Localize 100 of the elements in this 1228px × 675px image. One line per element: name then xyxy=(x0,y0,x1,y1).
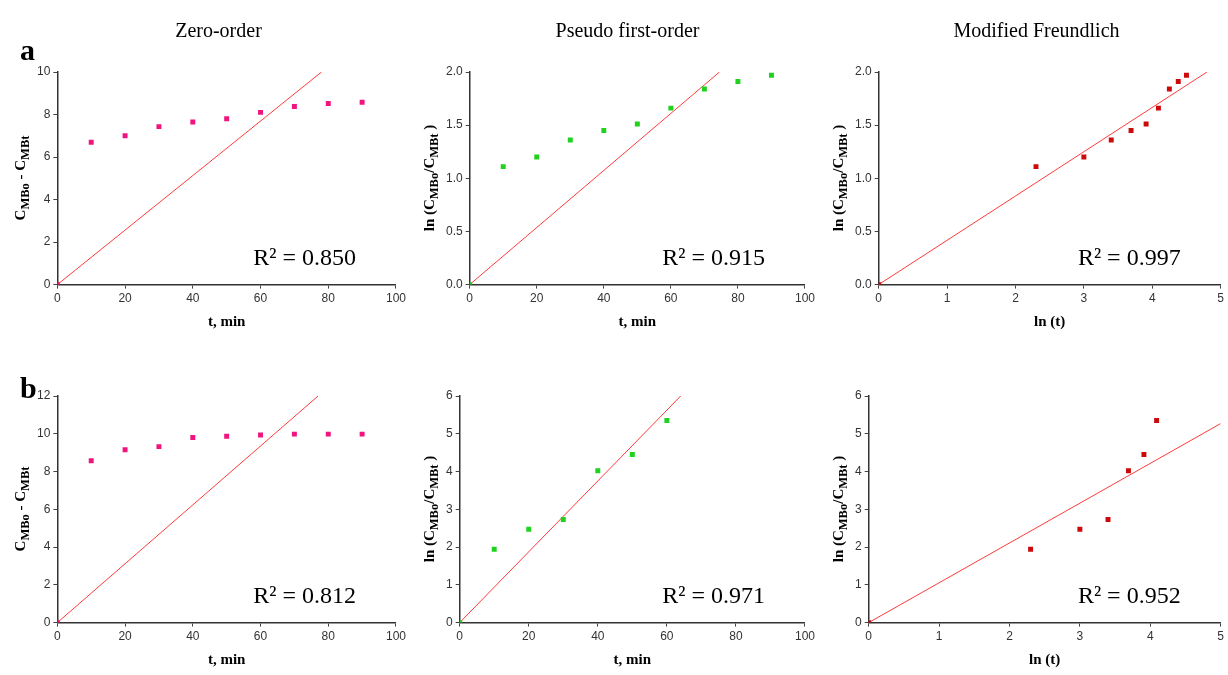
x-tick-label: 60 xyxy=(253,629,268,644)
y-tick-label: 2.0 xyxy=(854,64,872,79)
point xyxy=(1028,546,1034,552)
x-axis-title: t, min xyxy=(207,650,247,667)
point xyxy=(325,431,331,437)
y-tick-label: 0.5 xyxy=(854,223,872,238)
x-tick-label: 3 xyxy=(1076,629,1084,644)
point xyxy=(258,109,264,115)
y-tick-label: 2 xyxy=(43,577,51,592)
point xyxy=(664,418,670,424)
x-tick-label: 40 xyxy=(186,291,200,306)
x-tick-label: 80 xyxy=(731,291,745,306)
y-tick-label: 1.0 xyxy=(854,170,872,185)
point xyxy=(122,133,128,139)
y-tick-label: 1.0 xyxy=(445,170,463,185)
y-tick-label: 6 xyxy=(43,501,51,516)
point xyxy=(1154,418,1160,424)
x-tick-label: 40 xyxy=(597,291,611,306)
x-tick-label: 3 xyxy=(1080,291,1088,306)
point xyxy=(1125,468,1131,474)
y-tick-label: 8 xyxy=(43,106,51,121)
annotation: R² = 0.952 xyxy=(1077,581,1181,608)
point xyxy=(1081,154,1087,160)
point xyxy=(1183,72,1189,78)
point xyxy=(1155,105,1161,111)
y-tick-label: 10 xyxy=(36,426,51,441)
annotation: R² = 0.812 xyxy=(253,581,356,608)
point xyxy=(122,447,128,453)
point xyxy=(1141,452,1147,458)
x-tick-label: 20 xyxy=(118,291,133,306)
y-tick-label: 0 xyxy=(854,614,862,629)
x-tick-label: 100 xyxy=(794,629,816,644)
y-tick-label: 2 xyxy=(854,539,862,554)
point xyxy=(156,444,162,450)
point xyxy=(190,435,196,441)
point xyxy=(735,79,741,85)
y-tick-label: 2 xyxy=(43,234,51,249)
x-tick-label: 2 xyxy=(1012,291,1020,306)
x-tick-label: 1 xyxy=(943,291,951,306)
y-tick-label: 8 xyxy=(43,463,51,478)
point xyxy=(634,121,640,127)
y-tick-label: 1.5 xyxy=(854,117,872,132)
point xyxy=(359,99,365,105)
y-tick-label: 5 xyxy=(854,426,862,441)
x-tick-label: 4 xyxy=(1148,291,1156,306)
y-tick-label: 2 xyxy=(445,539,453,554)
y-tick-label: 5 xyxy=(445,426,453,441)
x-tick-label: 80 xyxy=(729,629,743,644)
point xyxy=(224,433,230,439)
y-tick-label: 12 xyxy=(36,388,51,403)
point xyxy=(1105,517,1111,522)
y-tick-label: 1 xyxy=(854,577,862,592)
x-axis-title: ln (t) xyxy=(1029,650,1061,668)
y-tick-label: 4 xyxy=(43,191,51,206)
x-tick-label: 0 xyxy=(54,629,61,644)
point xyxy=(258,432,264,438)
x-tick-label: 60 xyxy=(664,291,678,306)
point xyxy=(1077,526,1083,532)
point xyxy=(291,103,297,109)
y-tick-label: 0 xyxy=(445,614,453,629)
x-tick-label: 0 xyxy=(466,291,474,306)
x-tick-label: 40 xyxy=(591,629,605,644)
point xyxy=(500,164,506,170)
point xyxy=(325,100,331,106)
y-tick-label: 3 xyxy=(445,501,453,516)
point xyxy=(224,116,230,122)
x-tick-label: 60 xyxy=(660,629,674,644)
x-tick-label: 0 xyxy=(875,291,883,306)
x-axis-title: t, min xyxy=(613,650,652,667)
y-tick-label: 4 xyxy=(854,463,862,478)
x-tick-label: 20 xyxy=(118,629,133,644)
point xyxy=(768,72,774,78)
x-axis-title: t, min xyxy=(207,312,247,329)
y-tick-label: 10 xyxy=(36,64,51,79)
x-tick-label: 100 xyxy=(385,291,407,306)
point xyxy=(567,137,573,143)
y-tick-label: 6 xyxy=(43,149,51,164)
x-tick-label: 80 xyxy=(321,291,336,306)
x-tick-label: 5 xyxy=(1217,629,1225,644)
point xyxy=(601,127,607,133)
y-tick-label: 0.0 xyxy=(445,276,463,291)
x-axis-title: t, min xyxy=(618,312,657,329)
point xyxy=(190,119,196,125)
y-tick-label: 6 xyxy=(445,388,453,403)
y-tick-label: 0.0 xyxy=(854,276,872,291)
x-tick-label: 20 xyxy=(522,629,536,644)
point xyxy=(1108,137,1114,143)
point xyxy=(359,431,365,437)
text: a xyxy=(20,33,35,66)
x-tick-label: 20 xyxy=(530,291,544,306)
point xyxy=(88,458,94,464)
point xyxy=(1175,79,1181,85)
y-tick-label: 0 xyxy=(43,276,51,291)
point xyxy=(560,517,566,522)
y-tick-label: 1.5 xyxy=(445,117,463,132)
x-axis-title: ln (t) xyxy=(1034,312,1066,330)
point xyxy=(1128,127,1134,133)
y-tick-label: 1 xyxy=(445,577,453,592)
chart-title: Pseudo first-order xyxy=(555,19,700,42)
point xyxy=(1143,121,1149,127)
